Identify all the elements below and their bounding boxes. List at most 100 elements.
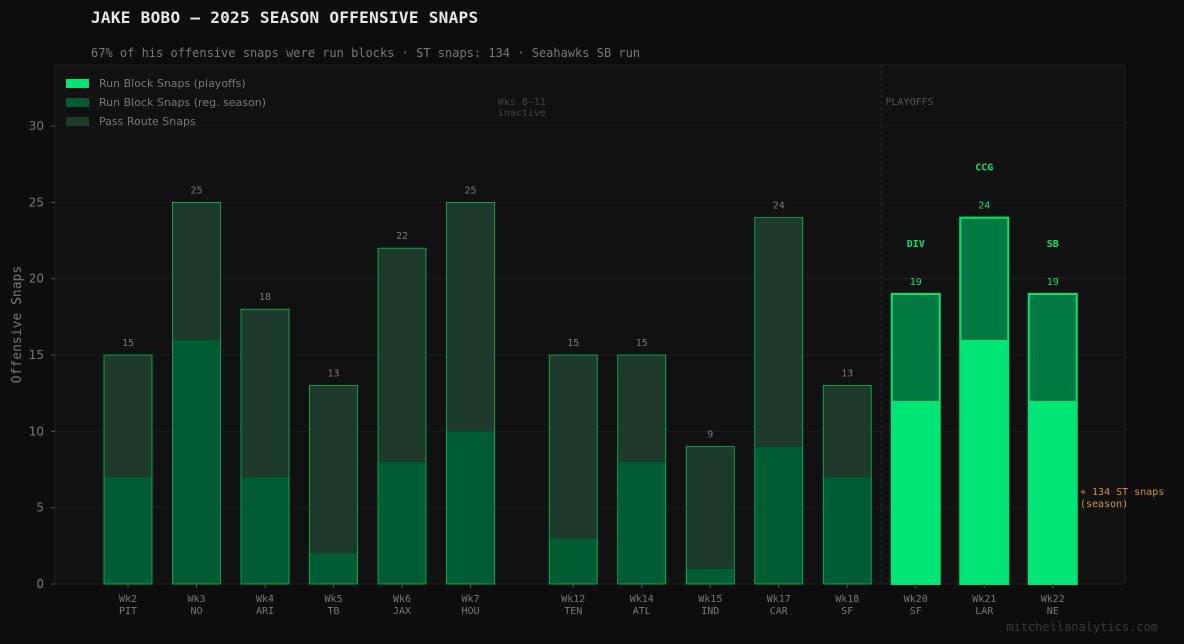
pass-route-bar xyxy=(686,446,735,569)
pass-route-bar xyxy=(617,355,666,462)
legend-label: Run Block Snaps (reg. season) xyxy=(99,96,267,109)
pass-route-bar xyxy=(309,385,358,554)
x-tick-opponent: ATL xyxy=(633,606,651,617)
x-tick-opponent: JAX xyxy=(393,606,411,617)
run-block-bar xyxy=(446,431,495,584)
x-tick-week: Wk21 xyxy=(972,594,996,605)
value-label: 25 xyxy=(190,185,202,196)
pass-route-bar xyxy=(960,217,1009,340)
legend-swatch xyxy=(66,117,89,126)
x-tick-week: Wk20 xyxy=(904,594,928,605)
x-tick-week: Wk5 xyxy=(324,594,342,605)
run-block-bar xyxy=(617,461,666,584)
value-label: 13 xyxy=(841,369,853,380)
pass-route-bar xyxy=(172,202,221,340)
pass-route-bar xyxy=(446,202,495,432)
y-tick-label: 20 xyxy=(29,272,44,286)
x-tick-week: Wk14 xyxy=(630,594,654,605)
pass-route-bar xyxy=(378,248,426,462)
y-tick-label: 0 xyxy=(36,577,44,591)
run-block-bar xyxy=(960,339,1009,584)
run-block-bar xyxy=(172,339,221,584)
run-block-bar xyxy=(549,538,598,584)
x-tick-opponent: PIT xyxy=(119,606,137,617)
legend-item: Run Block Snaps (playoffs) xyxy=(66,74,266,93)
x-tick-opponent: NO xyxy=(190,606,202,617)
pass-route-bar xyxy=(1028,293,1077,401)
value-label: 15 xyxy=(567,338,579,349)
value-label: 25 xyxy=(464,185,476,196)
x-tick-opponent: SF xyxy=(910,606,922,617)
legend-swatch xyxy=(66,79,89,88)
x-tick-opponent: ARI xyxy=(256,606,274,617)
legend: Run Block Snaps (playoffs) Run Block Sna… xyxy=(66,74,266,131)
x-tick-week: Wk12 xyxy=(561,594,585,605)
st-note: (season) xyxy=(1080,499,1128,510)
value-label: 15 xyxy=(122,338,134,349)
pass-route-bar xyxy=(823,385,872,478)
value-label: 19 xyxy=(1047,277,1059,288)
round-label: SB xyxy=(1047,239,1059,250)
y-tick-label: 25 xyxy=(29,195,44,209)
run-block-bar xyxy=(754,446,803,584)
x-tick-opponent: HOU xyxy=(461,606,479,617)
value-label: 24 xyxy=(773,201,785,212)
y-tick-label: 15 xyxy=(29,348,44,362)
legend-swatch xyxy=(66,98,89,107)
legend-label: Pass Route Snaps xyxy=(99,115,196,128)
value-label: 13 xyxy=(327,369,339,380)
x-tick-week: Wk4 xyxy=(256,594,274,605)
x-tick-opponent: SF xyxy=(841,606,853,617)
round-label: CCG xyxy=(975,163,993,174)
run-block-bar xyxy=(891,400,940,584)
y-tick-label: 30 xyxy=(29,119,44,133)
pass-route-bar xyxy=(754,217,803,447)
run-block-bar xyxy=(1028,400,1077,584)
run-block-bar xyxy=(104,477,152,584)
x-tick-opponent: NE xyxy=(1047,606,1059,617)
x-tick-week: Wk22 xyxy=(1041,594,1065,605)
run-block-bar xyxy=(823,477,872,584)
x-tick-week: Wk7 xyxy=(461,594,479,605)
y-tick-label: 10 xyxy=(29,424,44,438)
round-label: DIV xyxy=(907,239,925,250)
pass-route-bar xyxy=(104,355,152,478)
value-label: 22 xyxy=(396,231,408,242)
run-block-bar xyxy=(686,568,735,584)
value-label: 18 xyxy=(259,292,271,303)
x-tick-opponent: LAR xyxy=(975,606,994,617)
chart-subtitle: 67% of his offensive snaps were run bloc… xyxy=(91,46,641,60)
x-tick-week: Wk3 xyxy=(187,594,205,605)
y-tick-label: 5 xyxy=(36,501,44,515)
pass-route-bar xyxy=(549,355,598,539)
x-tick-week: Wk6 xyxy=(393,594,411,605)
x-tick-opponent: TEN xyxy=(564,606,582,617)
gap-label: inactive xyxy=(498,108,546,119)
legend-label: Run Block Snaps (playoffs) xyxy=(99,77,246,90)
x-tick-week: Wk17 xyxy=(767,594,791,605)
playoffs-label: PLAYOFFS xyxy=(886,97,934,108)
value-label: 9 xyxy=(707,430,713,441)
x-tick-opponent: IND xyxy=(701,606,719,617)
run-block-bar xyxy=(309,553,358,584)
run-block-bar xyxy=(241,477,289,584)
x-tick-week: Wk2 xyxy=(119,594,137,605)
credit: mitchellanalytics.com xyxy=(1006,620,1158,634)
x-tick-week: Wk18 xyxy=(835,594,859,605)
chart-title: JAKE BOBO — 2025 SEASON OFFENSIVE SNAPS xyxy=(91,8,479,27)
value-label: 19 xyxy=(910,277,922,288)
run-block-bar xyxy=(378,461,426,584)
x-tick-opponent: CAR xyxy=(770,606,789,617)
gap-label: Wks 8–11 xyxy=(498,97,546,108)
pass-route-bar xyxy=(241,309,289,478)
y-axis-label: Offensive Snaps xyxy=(10,266,25,383)
pass-route-bar xyxy=(891,293,940,401)
x-tick-week: Wk15 xyxy=(698,594,722,605)
x-tick-opponent: TB xyxy=(327,606,339,617)
legend-item: Run Block Snaps (reg. season) xyxy=(66,93,266,112)
value-label: 15 xyxy=(636,338,648,349)
value-label: 24 xyxy=(978,201,990,212)
st-note: + 134 ST snaps xyxy=(1080,487,1164,498)
legend-item: Pass Route Snaps xyxy=(66,112,266,131)
